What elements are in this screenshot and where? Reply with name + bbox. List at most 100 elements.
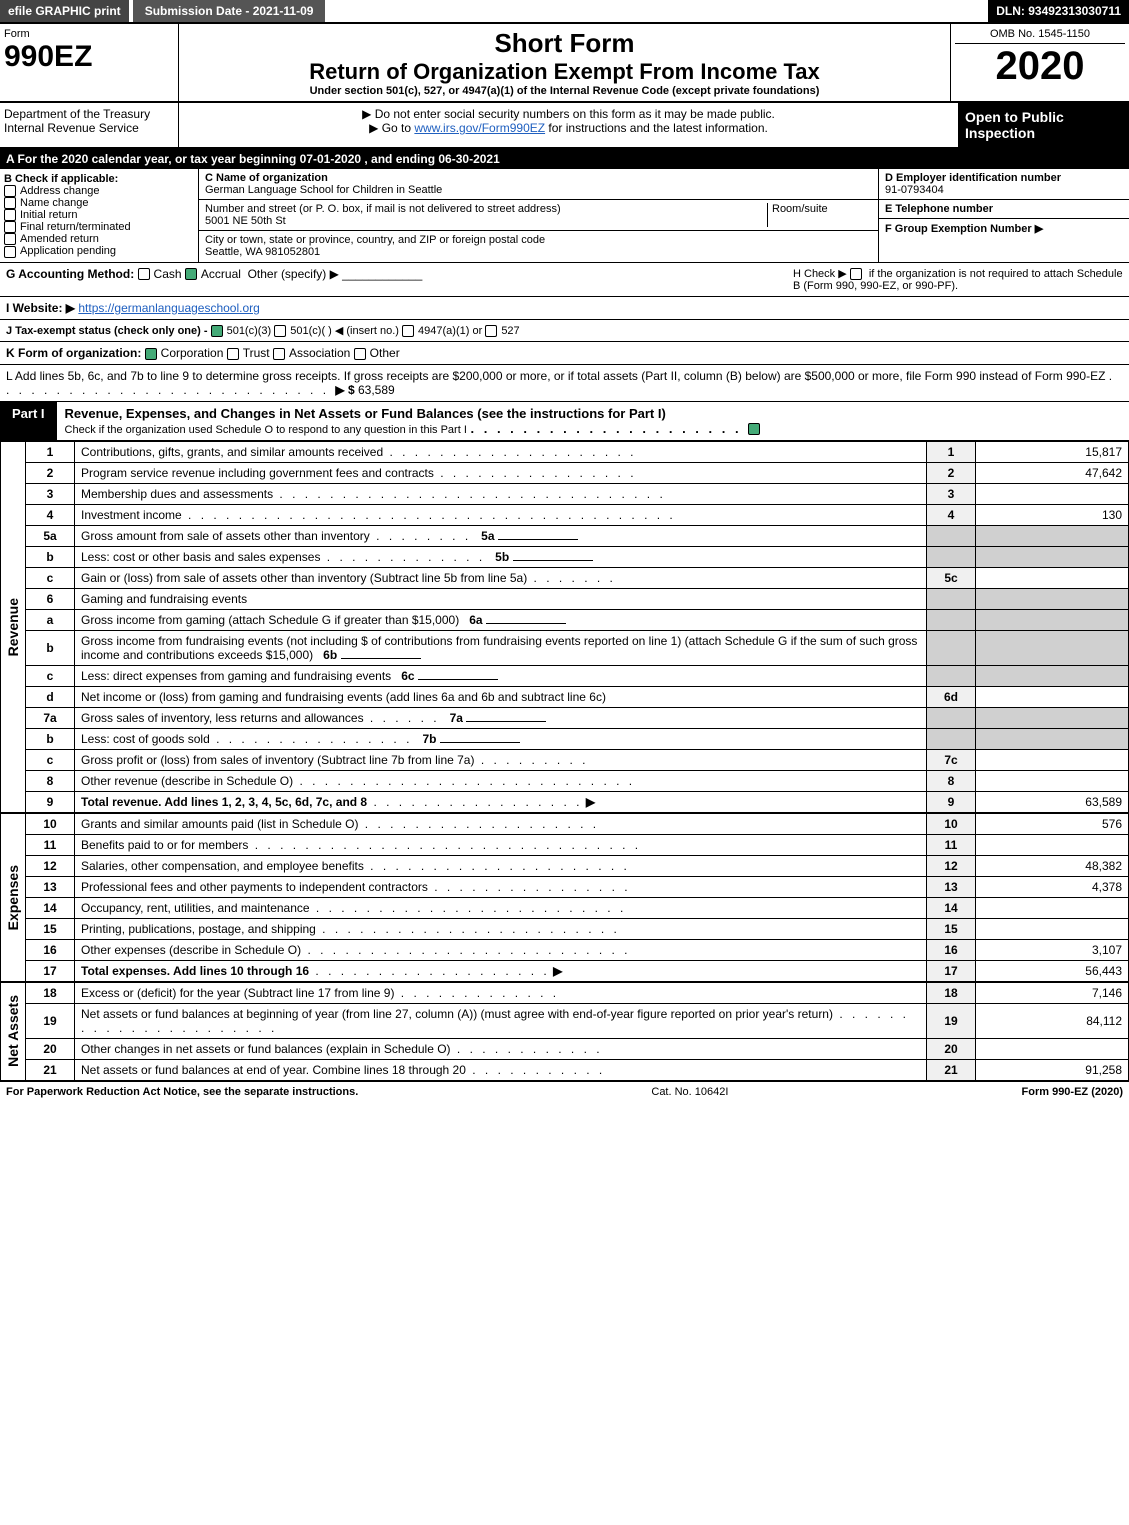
- checkbox-527[interactable]: [485, 325, 497, 337]
- line-amount: 63,589: [976, 791, 1129, 812]
- line-18: 18Excess or (deficit) for the year (Subt…: [26, 982, 1129, 1003]
- line-16: 16Other expenses (describe in Schedule O…: [26, 939, 1129, 960]
- line-desc: Less: direct expenses from gaming and fu…: [75, 665, 927, 686]
- k-label: K Form of organization:: [6, 346, 141, 360]
- open-public-block: Open to Public Inspection: [959, 103, 1129, 147]
- line-no: 13: [927, 876, 976, 897]
- line-amount: 47,642: [976, 462, 1129, 483]
- checkbox-corp[interactable]: [145, 348, 157, 360]
- checkbox-trust[interactable]: [227, 348, 239, 360]
- checkbox-address-change[interactable]: [4, 185, 16, 197]
- expenses-table: 10Grants and similar amounts paid (list …: [25, 813, 1129, 982]
- row-i: I Website: ▶ https://germanlanguageschoo…: [0, 297, 1129, 320]
- line-desc: Other changes in net assets or fund bala…: [75, 1038, 927, 1059]
- checkbox-schedule-o[interactable]: [748, 423, 760, 435]
- line-no: [927, 665, 976, 686]
- checkbox-accrual[interactable]: [185, 268, 197, 280]
- sub-no: 5a: [481, 529, 494, 543]
- line-17: 17Total expenses. Add lines 10 through 1…: [26, 960, 1129, 981]
- line-desc: Net income or (loss) from gaming and fun…: [75, 686, 927, 707]
- website-link[interactable]: https://germanlanguageschool.org: [78, 301, 259, 315]
- form-number: 990EZ: [4, 40, 174, 74]
- line-num: 17: [26, 960, 75, 981]
- line-21: 21Net assets or fund balances at end of …: [26, 1059, 1129, 1080]
- checkbox-pending[interactable]: [4, 246, 16, 258]
- line-amount: [976, 630, 1129, 665]
- revenue-side-label: Revenue: [0, 441, 25, 813]
- omb-number: OMB No. 1545-1150: [955, 28, 1125, 44]
- line-num: 8: [26, 770, 75, 791]
- checkbox-h[interactable]: [850, 268, 862, 280]
- line-15: 15Printing, publications, postage, and s…: [26, 918, 1129, 939]
- line-num: 20: [26, 1038, 75, 1059]
- line-num: 19: [26, 1003, 75, 1038]
- line-desc: Total revenue. Add lines 1, 2, 3, 4, 5c,…: [75, 791, 927, 812]
- line-no: 17: [927, 960, 976, 981]
- irs-link[interactable]: www.irs.gov/Form990EZ: [414, 121, 545, 135]
- sub-no: 5b: [495, 550, 509, 564]
- line-2: 2Program service revenue including gover…: [26, 462, 1129, 483]
- group-exempt-cell: F Group Exemption Number ▶: [879, 219, 1129, 238]
- city-cell: City or town, state or province, country…: [199, 231, 878, 261]
- f-label: F Group Exemption Number ▶: [885, 223, 1043, 235]
- line-num: 3: [26, 483, 75, 504]
- line-desc: Total expenses. Add lines 10 through 16 …: [75, 960, 927, 981]
- checkbox-assoc[interactable]: [273, 348, 285, 360]
- checkbox-initial-return[interactable]: [4, 209, 16, 221]
- line-no: [927, 609, 976, 630]
- g-cash: Cash: [154, 267, 182, 281]
- line-num: 15: [26, 918, 75, 939]
- tel-cell: E Telephone number: [879, 200, 1129, 219]
- line-num: b: [26, 546, 75, 567]
- expenses-label: Expenses: [3, 861, 23, 934]
- line-desc: Gross income from fundraising events (no…: [75, 630, 927, 665]
- line-3: 3Membership dues and assessments . . . .…: [26, 483, 1129, 504]
- line-no: 2: [927, 462, 976, 483]
- line-amount: 130: [976, 504, 1129, 525]
- instructions-block: ▶ Do not enter social security numbers o…: [179, 103, 959, 147]
- checkbox-501c[interactable]: [274, 325, 286, 337]
- j-4947: 4947(a)(1) or: [418, 325, 482, 337]
- l-arrow: ▶ $: [335, 383, 354, 397]
- checkbox-4947[interactable]: [402, 325, 414, 337]
- line-no: 16: [927, 939, 976, 960]
- revenue-table: 1Contributions, gifts, grants, and simil…: [25, 441, 1129, 813]
- line-amount: [976, 834, 1129, 855]
- line-desc: Gross sales of inventory, less returns a…: [75, 707, 927, 728]
- j-501c3: 501(c)(3): [227, 325, 272, 337]
- k-other: Other: [370, 346, 400, 360]
- line-amount: [976, 588, 1129, 609]
- row-k: K Form of organization: Corporation Trus…: [0, 342, 1129, 365]
- line-amount: [976, 707, 1129, 728]
- line-no: [927, 630, 976, 665]
- checkbox-other-org[interactable]: [354, 348, 366, 360]
- k-trust: Trust: [243, 346, 270, 360]
- line-1: 1Contributions, gifts, grants, and simil…: [26, 441, 1129, 462]
- checkbox-name-change[interactable]: [4, 197, 16, 209]
- room-label: Room/suite: [772, 203, 828, 215]
- line-num: a: [26, 609, 75, 630]
- line-no: 20: [927, 1038, 976, 1059]
- line-amount: [976, 897, 1129, 918]
- line-num: 2: [26, 462, 75, 483]
- checkbox-final-return[interactable]: [4, 221, 16, 233]
- netassets-section: Net Assets 18Excess or (deficit) for the…: [0, 982, 1129, 1081]
- line-num: c: [26, 567, 75, 588]
- checkbox-501c3[interactable]: [211, 325, 223, 337]
- line-num: 6: [26, 588, 75, 609]
- part1-tab: Part I: [0, 402, 57, 440]
- tax-year: 2020: [955, 44, 1125, 89]
- line-num: 7a: [26, 707, 75, 728]
- section-c: C Name of organization German Language S…: [199, 169, 879, 262]
- line-amount: 4,378: [976, 876, 1129, 897]
- revenue-label: Revenue: [3, 594, 23, 660]
- line-desc: Less: cost of goods sold . . . . . . . .…: [75, 728, 927, 749]
- checkbox-amended[interactable]: [4, 233, 16, 245]
- line-6d: dNet income or (loss) from gaming and fu…: [26, 686, 1129, 707]
- ein-value: 91-0793404: [885, 184, 944, 196]
- org-name: German Language School for Children in S…: [205, 184, 442, 196]
- line-no: [927, 728, 976, 749]
- line-no: 11: [927, 834, 976, 855]
- line-num: 18: [26, 982, 75, 1003]
- checkbox-cash[interactable]: [138, 268, 150, 280]
